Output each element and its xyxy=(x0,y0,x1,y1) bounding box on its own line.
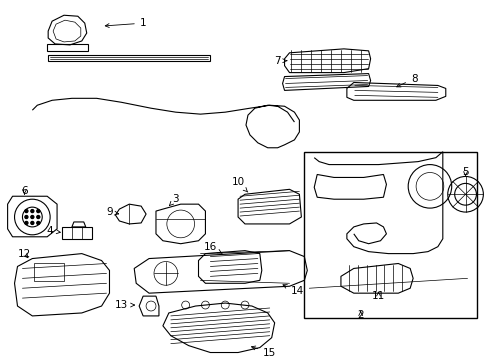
Text: 3: 3 xyxy=(169,194,179,206)
Circle shape xyxy=(37,216,40,219)
Text: 11: 11 xyxy=(371,291,385,301)
Text: 13: 13 xyxy=(115,300,134,310)
Text: 10: 10 xyxy=(231,177,247,192)
Text: 14: 14 xyxy=(283,285,304,296)
Text: 5: 5 xyxy=(461,167,468,176)
Circle shape xyxy=(31,221,34,224)
Circle shape xyxy=(25,221,28,224)
Text: 8: 8 xyxy=(396,73,417,87)
Bar xyxy=(34,264,64,281)
Text: 15: 15 xyxy=(251,346,276,357)
Circle shape xyxy=(25,210,28,212)
Text: 6: 6 xyxy=(21,186,28,196)
Circle shape xyxy=(37,210,40,212)
Bar xyxy=(304,152,476,318)
Circle shape xyxy=(37,221,40,224)
Circle shape xyxy=(31,216,34,219)
Text: 9: 9 xyxy=(106,207,119,217)
Text: 12: 12 xyxy=(18,249,31,258)
Circle shape xyxy=(31,210,34,212)
Text: 16: 16 xyxy=(203,242,222,253)
Circle shape xyxy=(25,216,28,219)
Text: 1: 1 xyxy=(105,18,146,28)
Text: 2: 2 xyxy=(357,310,363,320)
Text: 7: 7 xyxy=(274,56,286,66)
Text: 4: 4 xyxy=(47,226,60,236)
